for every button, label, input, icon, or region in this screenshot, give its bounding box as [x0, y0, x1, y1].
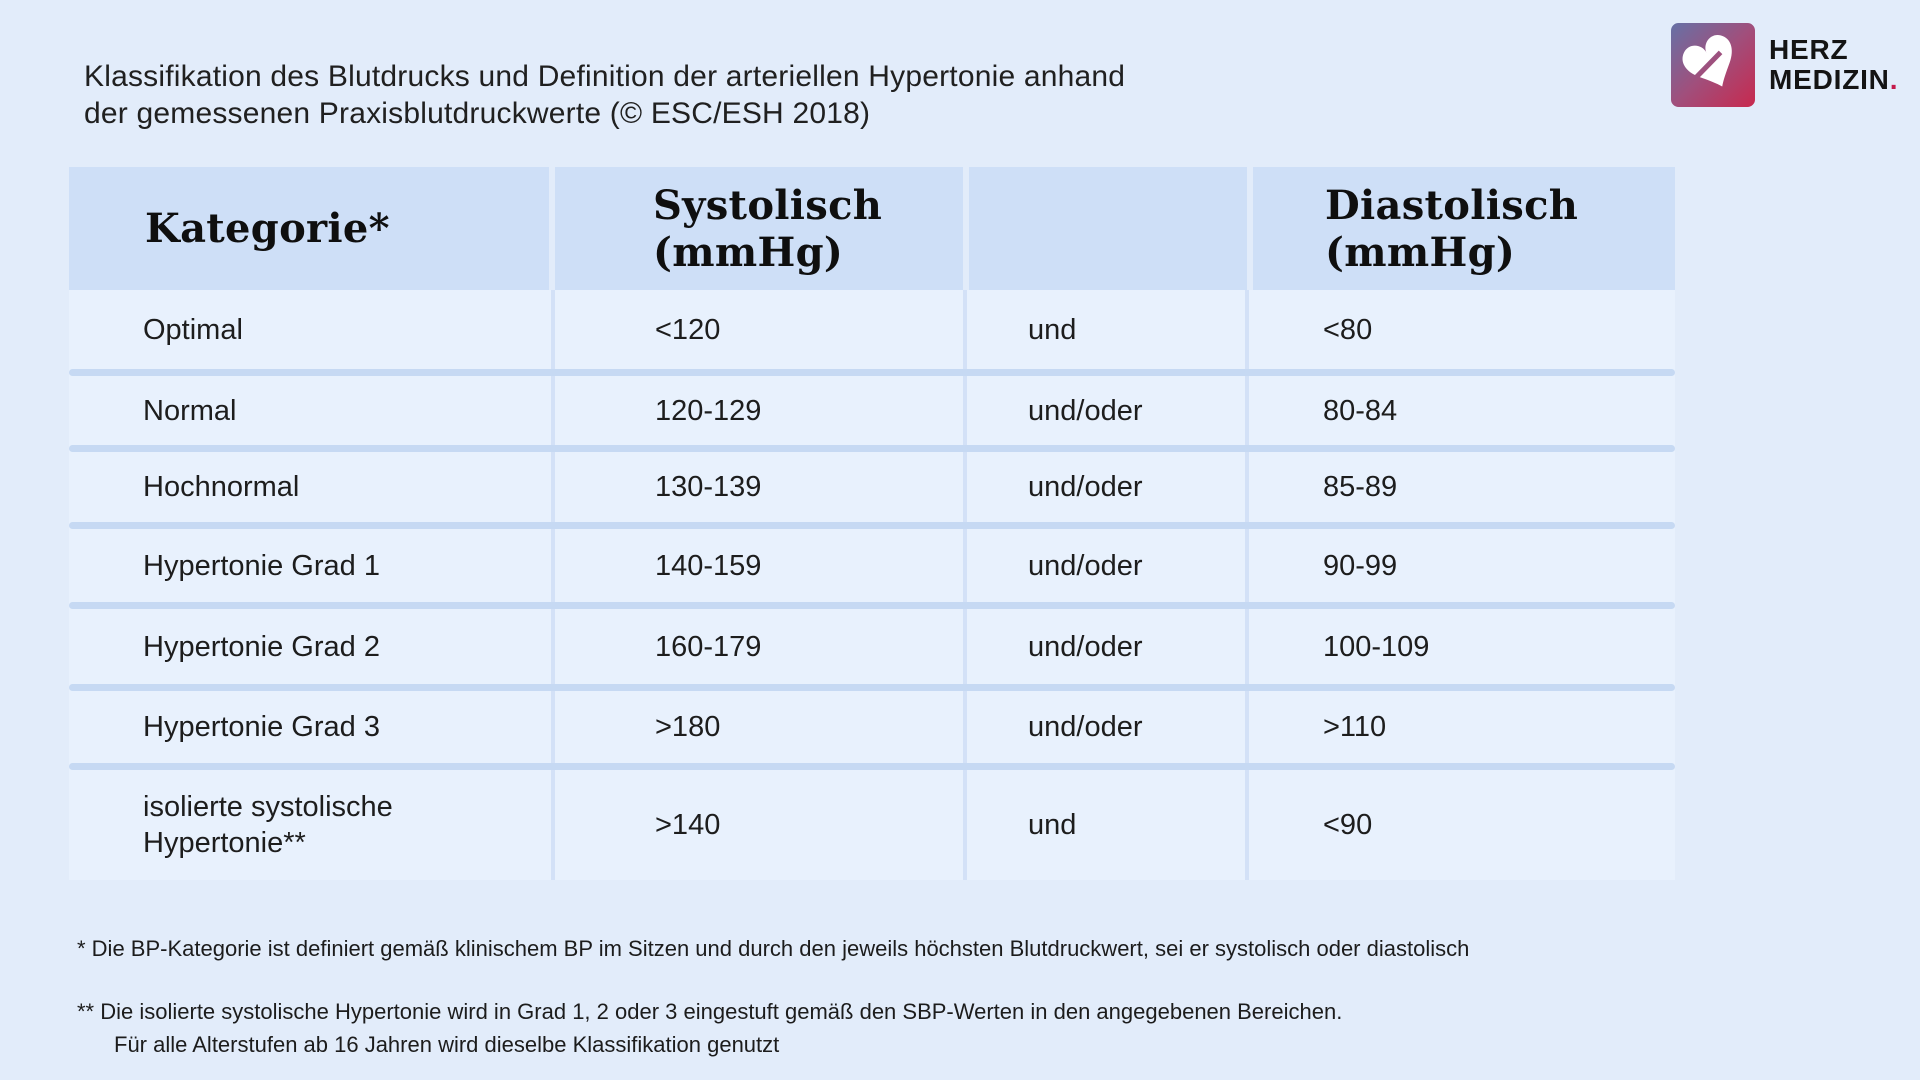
table-row: Optimal <120 und <80 — [69, 290, 1675, 369]
cell-diastolic: 85-89 — [1323, 471, 1398, 503]
table-row: Hypertonie Grad 2 160-179 und/oder 100-1… — [69, 609, 1675, 684]
header-category: Kategorie* — [69, 167, 549, 290]
column-divider — [1245, 290, 1249, 880]
cell-category: Hochnormal — [143, 471, 300, 503]
column-divider — [551, 290, 555, 880]
row-separator — [69, 369, 1675, 376]
header-conjunction — [969, 167, 1247, 290]
heart-icon — [1671, 23, 1755, 107]
brand-accent-dot: . — [1889, 64, 1899, 95]
cell-diastolic: 80-84 — [1323, 394, 1398, 427]
brand-name: HERZ MEDIZIN. — [1769, 35, 1898, 95]
cell-category: Hypertonie Grad 2 — [143, 630, 380, 663]
table-row: Normal 120-129 und/oder 80-84 — [69, 376, 1675, 445]
cell-conjunction: und/oder — [1028, 711, 1143, 743]
table-row: Hochnormal 130-139 und/oder 85-89 — [69, 452, 1675, 522]
footnote-1: * Die BP-Kategorie ist definiert gemäß k… — [77, 936, 1470, 961]
cell-systolic: 120-129 — [655, 394, 762, 427]
cell-systolic: 140-159 — [655, 549, 762, 582]
cell-conjunction: und/oder — [1028, 549, 1143, 582]
cell-systolic: 160-179 — [655, 630, 762, 663]
header-diastolic: Diastolisch (mmHg) — [1253, 167, 1675, 290]
cell-diastolic: 90-99 — [1323, 549, 1398, 582]
row-separator — [69, 602, 1675, 609]
page-title-line2: der gemessenen Praxisblutdruckwerte (© E… — [84, 97, 871, 130]
row-separator — [69, 445, 1675, 452]
table-row: Hypertonie Grad 3 >180 und/oder >110 — [69, 691, 1675, 763]
cell-conjunction: und/oder — [1028, 471, 1143, 503]
cell-diastolic: <80 — [1323, 313, 1373, 346]
cell-conjunction: und — [1028, 313, 1077, 346]
table-header-row: Kategorie* Systolisch (mmHg) Diastolisch… — [69, 167, 1675, 290]
blood-pressure-table: Kategorie* Systolisch (mmHg) Diastolisch… — [69, 167, 1675, 880]
cell-systolic: >180 — [655, 711, 721, 743]
cell-conjunction: und/oder — [1028, 394, 1143, 427]
cell-conjunction: und — [1028, 809, 1077, 841]
footnote-2-line1: ** Die isolierte systolische Hypertonie … — [77, 999, 1343, 1024]
table-body: Optimal <120 und <80 Normal 120-129 und/… — [69, 290, 1675, 880]
cell-conjunction: und/oder — [1028, 630, 1143, 663]
page-title-line1: Klassifikation des Blutdrucks und Defini… — [84, 60, 1126, 93]
cell-category: Normal — [143, 394, 237, 427]
footnote-2-line2: Für alle Alterstufen ab 16 Jahren wird d… — [114, 1032, 780, 1057]
row-separator — [69, 522, 1675, 529]
row-separator — [69, 684, 1675, 691]
column-divider — [963, 290, 967, 880]
cell-category: Optimal — [143, 313, 243, 346]
cell-systolic: <120 — [655, 313, 721, 346]
cell-diastolic: <90 — [1323, 809, 1373, 841]
cell-diastolic: 100-109 — [1323, 630, 1430, 663]
header-systolic: Systolisch (mmHg) — [555, 167, 963, 290]
cell-systolic: 130-139 — [655, 471, 762, 503]
cell-systolic: >140 — [655, 809, 721, 841]
table-row: Hypertonie Grad 1 140-159 und/oder 90-99 — [69, 529, 1675, 602]
cell-category: Hypertonie Grad 3 — [143, 711, 380, 743]
cell-diastolic: >110 — [1323, 711, 1387, 743]
table-row: isolierte systolische Hypertonie** >140 … — [69, 770, 1675, 880]
cell-category: isolierte systolische Hypertonie** — [143, 791, 393, 859]
page-title: Klassifikation des Blutdrucks und Defini… — [84, 58, 1125, 132]
row-separator — [69, 763, 1675, 770]
brand-name-line1: HERZ — [1769, 34, 1849, 65]
footnotes: * Die BP-Kategorie ist definiert gemäß k… — [77, 932, 1469, 1061]
brand-logo: HERZ MEDIZIN. — [1671, 23, 1898, 107]
brand-name-line2: MEDIZIN. — [1769, 64, 1899, 95]
cell-category: Hypertonie Grad 1 — [143, 549, 380, 582]
footnote-2: ** Die isolierte systolische Hypertonie … — [77, 995, 1469, 1061]
